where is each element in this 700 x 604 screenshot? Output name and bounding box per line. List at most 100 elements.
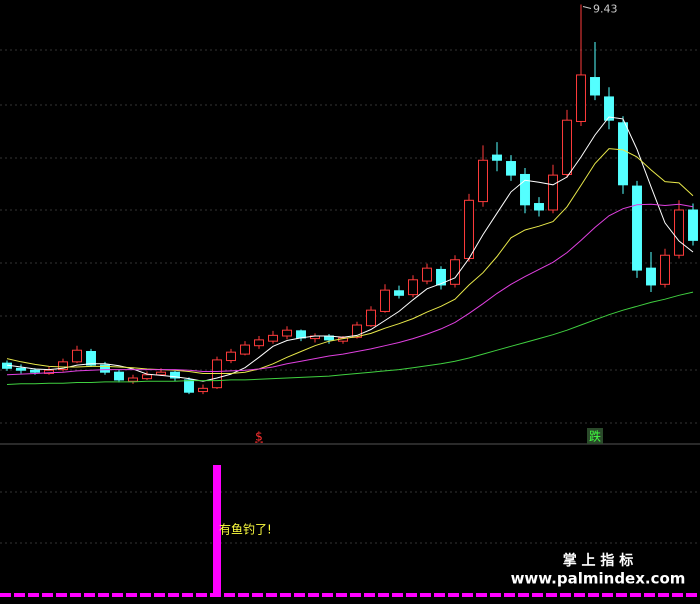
candle-body — [16, 367, 26, 371]
indicator-bar — [689, 593, 697, 597]
candle-body — [576, 74, 586, 122]
indicator-bar — [311, 593, 319, 597]
indicator-bar — [409, 593, 417, 597]
indicator-bar — [619, 593, 627, 597]
candle-body — [86, 351, 96, 366]
candle-body — [128, 377, 138, 382]
indicator-bar — [507, 593, 515, 597]
indicator-bar — [101, 593, 109, 597]
candle-body — [660, 254, 670, 285]
indicator-bar — [549, 593, 557, 597]
candle-body — [506, 161, 516, 176]
moving-average — [6, 148, 694, 374]
indicator-bar — [199, 593, 207, 597]
watermark-url: www.palmindex.com — [511, 570, 686, 588]
indicator-bar — [255, 593, 263, 597]
indicator-bar — [647, 593, 655, 597]
candle-body — [520, 173, 530, 206]
indicator-bar — [171, 593, 179, 597]
indicator-bar — [31, 593, 39, 597]
indicator-bar — [59, 593, 67, 597]
candle-body — [240, 344, 250, 355]
candle-body — [464, 199, 474, 259]
indicator-bar — [157, 593, 165, 597]
candle-body — [674, 209, 684, 256]
candle-body — [450, 259, 460, 285]
candle-body — [226, 351, 236, 362]
indicator-bar — [465, 593, 473, 597]
candle-body — [72, 349, 82, 363]
indicator-bar — [493, 593, 501, 597]
indicator-bar — [45, 593, 53, 597]
indicator-bar — [241, 593, 249, 597]
candle-body — [422, 267, 432, 282]
candle-body — [170, 371, 180, 379]
indicator-bar — [479, 593, 487, 597]
candle-body — [590, 77, 600, 96]
candle-body — [100, 364, 110, 373]
candle-body — [44, 369, 54, 374]
candle-body — [296, 330, 306, 339]
indicator-bar — [437, 593, 445, 597]
indicator-bar — [675, 593, 683, 597]
grid — [0, 49, 700, 544]
indicator-bar — [521, 593, 529, 597]
candle-body — [492, 154, 502, 161]
candle-body — [380, 289, 390, 312]
candle-body — [30, 369, 40, 373]
indicator-bar — [381, 593, 389, 597]
indicator-bar — [269, 593, 277, 597]
max-pointer — [582, 6, 592, 10]
indicator-bar — [577, 593, 585, 597]
indicator-bar — [423, 593, 431, 597]
indicator-bar — [591, 593, 599, 597]
indicator-bar — [129, 593, 137, 597]
signal-label: 跌 — [589, 429, 601, 444]
moving-average — [6, 116, 694, 382]
moving-average — [6, 203, 694, 376]
indicator-bar — [605, 593, 613, 597]
candle-body — [534, 203, 544, 211]
watermark-title: 掌 上 指 标 — [563, 552, 634, 569]
indicator-bar — [297, 593, 305, 597]
indicator-bar — [367, 593, 375, 597]
candle-body — [198, 387, 208, 393]
indicator-bar — [325, 593, 333, 597]
indicator-bar — [633, 593, 641, 597]
indicator-bar — [227, 593, 235, 597]
indicator-bar — [563, 593, 571, 597]
candle-body — [548, 174, 558, 211]
indicator-bar — [213, 465, 221, 597]
moving-average — [6, 291, 694, 385]
indicator-bar — [143, 593, 151, 597]
candle-body — [632, 185, 642, 271]
candle-body — [618, 122, 628, 186]
indicator-bar — [395, 593, 403, 597]
indicator-annotation: 有鱼钓了! — [219, 523, 272, 537]
candle-body — [562, 119, 572, 175]
indicator-bar — [73, 593, 81, 597]
candle-body — [352, 324, 362, 338]
indicator-bar — [185, 593, 193, 597]
indicator-bar — [451, 593, 459, 597]
candle-body — [282, 329, 292, 337]
candle-body — [184, 379, 194, 393]
indicator-bar — [339, 593, 347, 597]
candle-body — [436, 268, 446, 286]
candle-body — [604, 96, 614, 121]
candle-body — [58, 361, 68, 371]
signal-box — [587, 428, 603, 444]
indicator-bar — [283, 593, 291, 597]
candle-body — [142, 374, 152, 380]
indicator-bar — [353, 593, 361, 597]
candle-body — [394, 290, 404, 296]
indicator-bar — [87, 593, 95, 597]
candle-body — [268, 334, 278, 342]
indicator-bar — [3, 593, 11, 597]
candle-body — [114, 371, 124, 381]
indicator-bar — [661, 593, 669, 597]
candle-body — [254, 339, 264, 347]
candle-body — [366, 309, 376, 327]
candle-body — [156, 371, 166, 376]
